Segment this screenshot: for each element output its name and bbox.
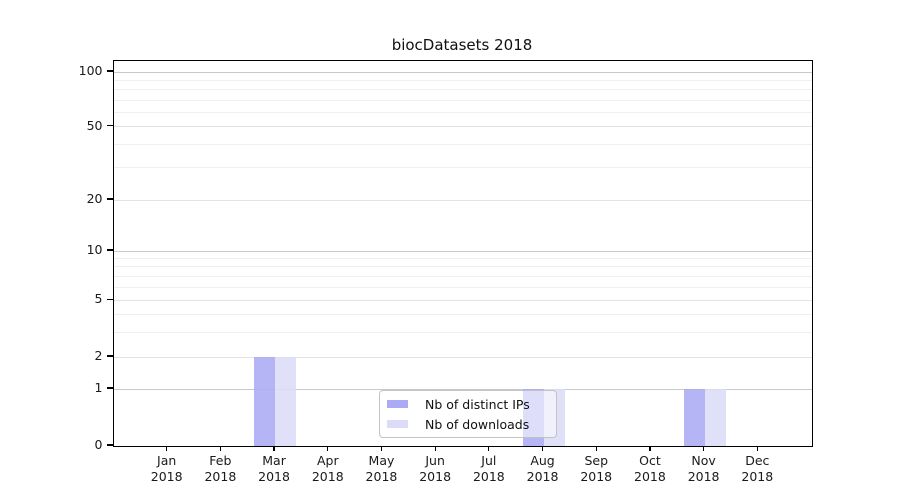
x-tick-label-dec: Dec 2018: [741, 453, 774, 484]
x-tick-label-jul: Jul 2018: [472, 453, 505, 484]
gridline-50: [114, 126, 812, 128]
x-tick-label-nov: Nov 2018: [687, 453, 720, 484]
bar-distinct-ips-mar: [254, 357, 276, 446]
gridline-20: [114, 199, 812, 201]
gridline-5: [114, 299, 812, 301]
gridline-1: [114, 388, 812, 390]
y-tick-0: [106, 444, 113, 446]
x-tick-feb: [219, 446, 221, 451]
bar-downloads-mar: [275, 357, 297, 446]
plot-area: Nb of distinct IPs Nb of downloads: [113, 60, 813, 447]
gridline-90: [114, 79, 812, 81]
gridline-7: [114, 275, 812, 277]
x-tick-jan: [166, 446, 168, 451]
y-tick-label-2: 2: [94, 348, 103, 364]
gridline-4: [114, 313, 812, 315]
x-tick-may: [380, 446, 383, 451]
y-tick-label-50: 50: [86, 117, 103, 133]
y-tick-5: [106, 298, 113, 301]
gridline-6: [114, 286, 812, 288]
y-tick-2: [106, 355, 113, 357]
y-tick-label-0: 0: [94, 437, 103, 452]
y-tick-label-20: 20: [86, 190, 103, 206]
y-tick-label-5: 5: [94, 291, 103, 307]
gridline-30: [114, 167, 812, 169]
legend-label-distinct-ips: Nb of distinct IPs: [425, 396, 530, 412]
x-tick-jul: [488, 446, 490, 451]
gridline-100: [114, 71, 812, 73]
x-tick-label-aug: Aug 2018: [526, 453, 559, 484]
x-tick-sep: [595, 446, 597, 451]
legend-label-downloads: Nb of downloads: [425, 416, 530, 432]
x-tick-label-mar: Mar 2018: [258, 453, 290, 484]
x-tick-label-oct: Oct 2018: [634, 453, 666, 484]
x-tick-dec: [756, 446, 758, 451]
x-tick-label-sep: Sep 2018: [580, 453, 613, 484]
gridline-70: [114, 99, 812, 101]
x-tick-label-apr: Apr 2018: [311, 453, 344, 484]
legend-entry-downloads: Nb of downloads: [380, 416, 556, 433]
y-tick-1: [106, 387, 113, 389]
gridline-3: [114, 331, 812, 333]
y-tick-100: [106, 70, 113, 72]
gridline-80: [114, 89, 812, 91]
x-tick-aug: [541, 446, 544, 451]
gridline-8: [114, 266, 812, 268]
y-tick-label-1: 1: [94, 380, 103, 396]
bar-distinct-ips-nov: [683, 389, 705, 446]
x-tick-label-jun: Jun 2018: [419, 453, 452, 484]
gridline-60: [114, 111, 812, 113]
y-tick-label-10: 10: [86, 241, 103, 257]
x-tick-mar: [273, 446, 275, 451]
x-tick-jun: [434, 446, 436, 451]
x-tick-label-may: May 2018: [365, 453, 398, 484]
y-tick-20: [106, 198, 113, 200]
gridline-2: [114, 356, 812, 358]
y-tick-10: [106, 249, 113, 251]
gridline-10: [114, 250, 812, 252]
legend: Nb of distinct IPs Nb of downloads: [379, 390, 557, 438]
x-tick-apr: [327, 446, 329, 451]
y-tick-50: [106, 125, 113, 127]
x-tick-oct: [649, 446, 651, 451]
x-tick-nov: [703, 446, 705, 451]
gridline-9: [114, 258, 812, 260]
bar-downloads-nov: [704, 389, 726, 446]
y-tick-label-100: 100: [78, 63, 103, 78]
chart-title: biocDatasets 2018: [391, 36, 533, 54]
gridline-40: [114, 144, 812, 146]
x-tick-label-feb: Feb 2018: [204, 453, 237, 484]
legend-swatch-distinct-ips: [387, 400, 408, 408]
legend-swatch-downloads: [387, 420, 408, 428]
x-tick-label-jan: Jan 2018: [150, 453, 183, 484]
legend-entry-distinct-ips: Nb of distinct IPs: [380, 396, 556, 413]
